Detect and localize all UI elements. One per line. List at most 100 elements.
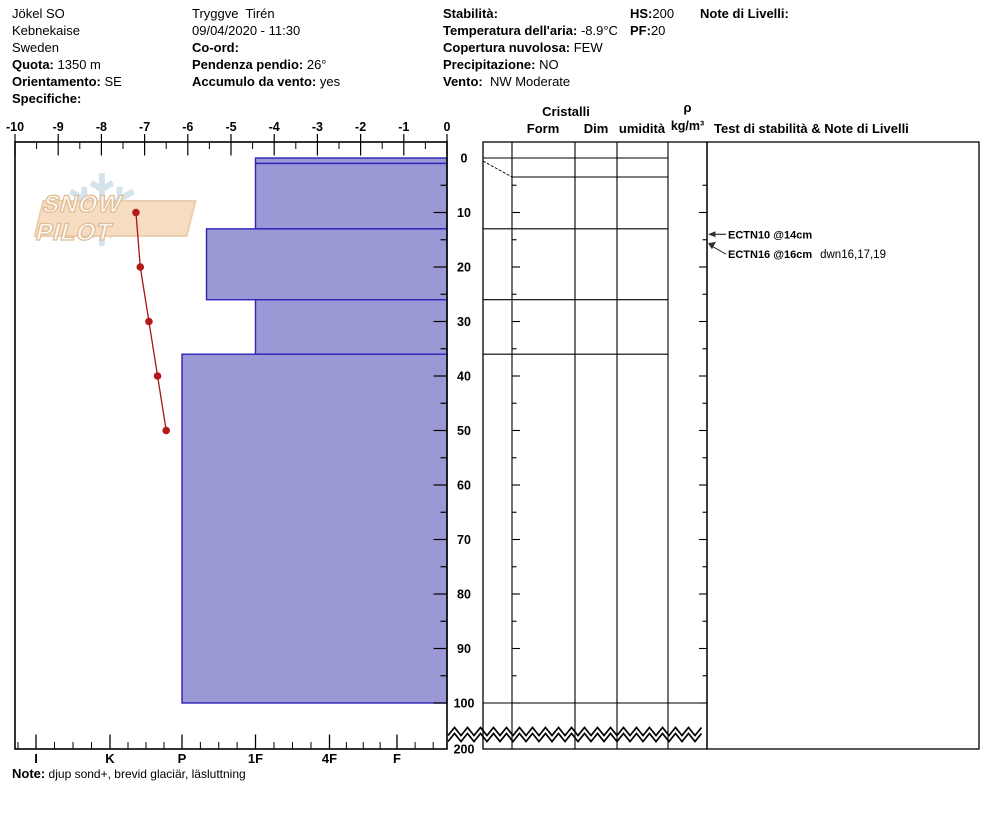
temperature-point [153, 372, 162, 380]
sky-cover-value: FEW [570, 40, 603, 55]
country: Sweden [12, 40, 59, 55]
svg-text:K: K [105, 751, 115, 766]
site-name: Jökel SO [12, 6, 65, 21]
aspect-value: SE [100, 74, 122, 89]
footer-note: Note: djup sond+, brevid glaciär, läslut… [12, 766, 246, 781]
air-temp-value: -8.9°C [577, 23, 618, 38]
svg-text:ρ: ρ [683, 100, 691, 115]
svg-text:Cristalli: Cristalli [542, 104, 590, 119]
snow-layer-bar [254, 299, 448, 355]
svg-text:80: 80 [457, 588, 471, 602]
pf-row: PF:20 [630, 23, 665, 39]
svg-text:40: 40 [457, 370, 471, 384]
air-temp-label: Temperatura dell'aria: [443, 23, 578, 38]
temperature-axis: -10 -9 -8 -7 -6 -5 -4 -3 -2 -1 0 [6, 120, 451, 156]
temperature-profile [132, 208, 170, 435]
svg-text:4F: 4F [322, 751, 337, 766]
stability-test-panel: Test di stabilità & Note di Livelli [706, 121, 980, 750]
elevation-label: Quota: [12, 57, 54, 72]
svg-text:Form: Form [527, 121, 560, 136]
temperature-point [162, 426, 170, 435]
note-label: Note: [12, 766, 46, 781]
stability-label: Stabilità: [443, 6, 498, 21]
wind-loading-label: Accumulo da vento: [192, 74, 317, 89]
svg-text:-2: -2 [355, 120, 366, 134]
aspect-label: Orientamento: [12, 74, 101, 89]
svg-text:50: 50 [457, 424, 471, 438]
test-annotation-label: ECTN16 @16cm dwn16,17,19 [728, 249, 886, 261]
hardness-axis: I K P 1F 4F F [17, 734, 434, 766]
stability-row: Stabilità: [443, 6, 498, 22]
elevation-row: Quota: 1350 m [12, 57, 101, 73]
svg-text:P: P [178, 751, 187, 766]
hs-value: 200 [652, 6, 675, 21]
wind-loading-row: Accumulo da vento: yes [192, 74, 340, 90]
specifics-label: Specifiche: [12, 91, 82, 106]
svg-text:10: 10 [457, 206, 471, 220]
svg-text:-6: -6 [182, 120, 193, 134]
snow-layer-bar [254, 157, 448, 165]
slope-row: Pendenza pendio: 26° [192, 57, 327, 73]
datetime: 09/04/2020 - 11:30 [192, 23, 301, 38]
hs-row: HS:200 [630, 6, 674, 22]
level-notes-label: Note di Livelli: [700, 6, 789, 21]
temperature-point [132, 208, 140, 217]
hs-label: HS: [630, 6, 653, 21]
wind-value: NW Moderate [482, 74, 571, 89]
svg-text:-1: -1 [398, 120, 409, 134]
air-temp-row: Temperatura dell'aria: -8.9°C [443, 23, 618, 39]
depth-scale-break [447, 726, 703, 743]
svg-text:kg/m³: kg/m³ [671, 119, 704, 133]
aspect-row: Orientamento: SE [12, 74, 122, 90]
temperature-point [136, 263, 145, 271]
svg-text:-4: -4 [269, 120, 280, 134]
snow-layer-bars [181, 157, 448, 704]
svg-text:0: 0 [444, 120, 451, 134]
wind-label: Vento: [443, 74, 483, 89]
level-notes-row: Note di Livelli: [700, 6, 789, 22]
svg-text:90: 90 [457, 642, 471, 656]
slope-label: Pendenza pendio: [192, 57, 304, 72]
region: Kebnekaise [12, 23, 80, 38]
coord-row: Co-ord: [192, 40, 239, 56]
svg-text:F: F [393, 751, 401, 766]
precipitation-value: NO [535, 57, 559, 72]
test-annotations: ECTN10 @14cm ECTN16 @16cm dwn16,17,19 [708, 229, 886, 261]
precipitation-label: Precipitazione: [443, 57, 536, 72]
svg-text:100: 100 [454, 697, 475, 711]
profile-table: Cristalli Form Dim umidità ρ kg/m³ [482, 100, 708, 750]
svg-text:Dim: Dim [584, 121, 609, 136]
snow-layer-bar [254, 162, 448, 230]
svg-text:200: 200 [454, 743, 475, 757]
svg-text:20: 20 [457, 261, 471, 275]
snow-layer-bar [205, 228, 448, 301]
coord-label: Co-ord: [192, 40, 239, 55]
snow-layer-bar [181, 353, 448, 704]
svg-text:30: 30 [457, 315, 471, 329]
temperature-point [145, 317, 153, 326]
observer: Tryggve Tirén [192, 6, 275, 21]
svg-text:-3: -3 [312, 120, 323, 134]
svg-text:-5: -5 [225, 120, 236, 134]
specifics-row: Specifiche: [12, 91, 81, 107]
svg-text:70: 70 [457, 533, 471, 547]
sky-cover-label: Copertura nuvolosa: [443, 40, 571, 55]
depth-axis: 0 10 20 30 40 50 60 70 80 90 100 200 [433, 152, 475, 757]
svg-text:-8: -8 [96, 120, 107, 134]
wind-row: Vento: NW Moderate [443, 74, 570, 90]
svg-text:-7: -7 [139, 120, 150, 134]
slope-value: 26° [303, 57, 327, 72]
svg-text:1F: 1F [248, 751, 263, 766]
svg-text:umidità: umidità [619, 121, 666, 136]
svg-text:Test di stabilità & Note di Li: Test di stabilità & Note di Livelli [714, 121, 909, 136]
elevation-value: 1350 m [53, 57, 101, 72]
wind-loading-value: yes [316, 74, 341, 89]
pf-value: 20 [650, 23, 666, 38]
precipitation-row: Precipitazione: NO [443, 57, 559, 73]
svg-text:-10: -10 [6, 120, 24, 134]
sky-cover-row: Copertura nuvolosa: FEW [443, 40, 603, 56]
thin-layer-leader-line [482, 160, 513, 178]
svg-text:-9: -9 [53, 120, 64, 134]
